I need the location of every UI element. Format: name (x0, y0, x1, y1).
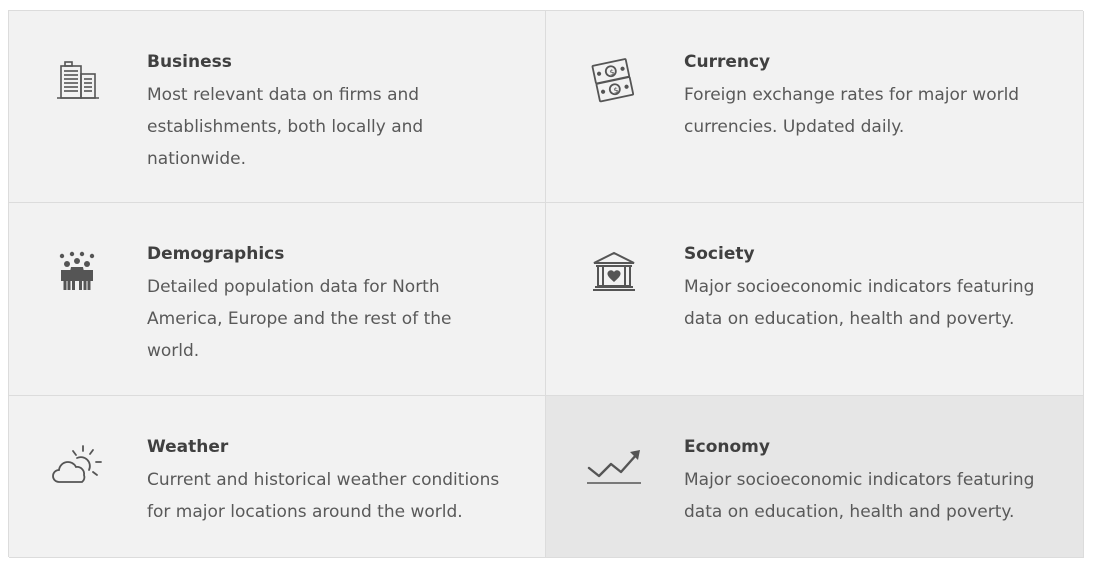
tile-description: Current and historical weather condition… (147, 470, 500, 522)
institution-heart-icon (586, 247, 642, 297)
tile-description: Major socioeconomic indicators featuring… (684, 470, 1035, 522)
svg-text:$: $ (609, 68, 616, 78)
svg-text:$: $ (613, 86, 620, 96)
tile-description: Detailed population data for North Ameri… (147, 277, 452, 361)
tile-economy[interactable]: Economy Major socioeconomic indicators f… (546, 396, 1084, 558)
cloud-sun-icon (49, 440, 105, 490)
trend-up-icon (586, 440, 642, 490)
tile-business[interactable]: Business Most relevant data on firms and… (9, 11, 546, 203)
tile-weather[interactable]: Weather Current and historical weather c… (9, 396, 546, 558)
tile-title: Weather (147, 437, 229, 457)
tile-title: Economy (684, 437, 770, 457)
people-icon (49, 247, 105, 297)
tile-title: Business (147, 52, 232, 72)
tile-description: Foreign exchange rates for major world c… (684, 85, 1020, 137)
banknotes-icon: $ $ (586, 55, 642, 105)
tile-society[interactable]: Society Major socioeconomic indicators f… (546, 203, 1084, 396)
tile-description: Major socioeconomic indicators featuring… (684, 277, 1035, 329)
tile-title: Demographics (147, 244, 285, 264)
data-category-grid: Business Most relevant data on firms and… (8, 10, 1084, 558)
tile-title: Currency (684, 52, 771, 72)
tile-currency[interactable]: $ $ Currency Foreign exchange rates for … (546, 11, 1084, 203)
tile-demographics[interactable]: Demographics Detailed population data fo… (9, 203, 546, 396)
tile-description: Most relevant data on firms and establis… (147, 85, 424, 169)
buildings-icon (49, 55, 105, 105)
tile-title: Society (684, 244, 755, 264)
